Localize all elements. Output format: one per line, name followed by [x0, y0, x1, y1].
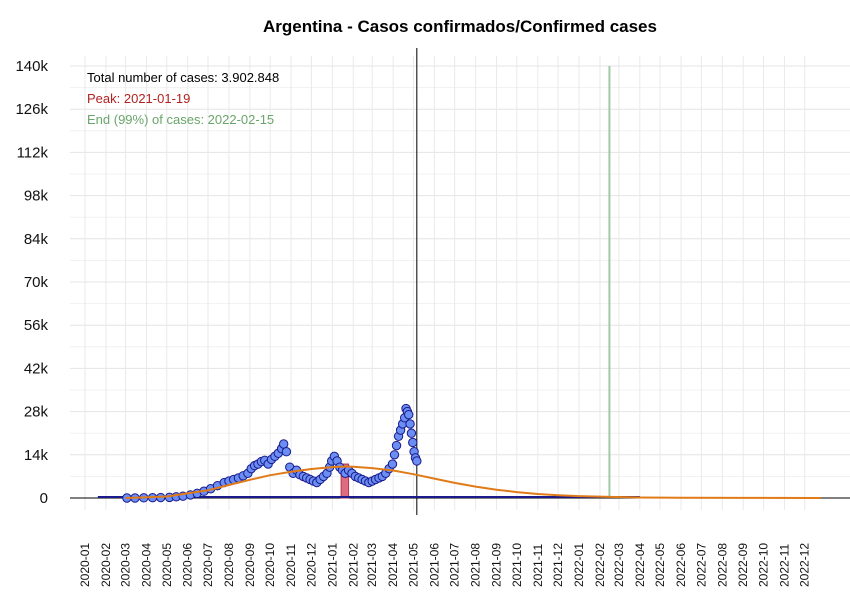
x-tick-label: 2021-08: [469, 543, 483, 587]
x-tick-label: 2022-09: [736, 543, 750, 587]
x-tick-label: 2022-12: [798, 543, 812, 587]
data-point: [404, 409, 414, 420]
annotations: Total number of cases: 3.902.848 Peak: 2…: [87, 70, 279, 127]
x-tick-label: 2020-11: [284, 544, 298, 587]
y-axis-ticks: 0 14k 28k 42k 56k 70k 84k 98k 112k 126k 140k: [15, 58, 48, 507]
y-tick-label: 42k: [24, 360, 49, 377]
x-tick-label: 2022-07: [694, 543, 708, 587]
x-tick-label: 2022-04: [633, 543, 647, 587]
x-tick-label: 2022-06: [674, 543, 688, 587]
data-point: [405, 419, 415, 429]
x-tick-label: 2022-01: [572, 543, 586, 587]
y-tick-label: 70k: [24, 274, 49, 291]
x-axis-ticks: 2020-01 2020-02 2020-03 2020-04 2020-05 2020-…: [78, 543, 812, 587]
data-point: [389, 450, 400, 460]
x-tick-label: 2022-02: [593, 543, 607, 587]
x-tick-label: 2021-11: [531, 544, 545, 587]
data-point: [408, 437, 418, 448]
x-tick-label: 2020-06: [181, 543, 195, 587]
x-tick-label: 2021-12: [551, 543, 565, 587]
data-point: [412, 456, 422, 466]
x-tick-label: 2020-12: [304, 543, 318, 587]
annotation-peak: Peak: 2021-01-19: [87, 91, 190, 106]
y-tick-label: 98k: [24, 188, 49, 205]
x-tick-label: 2020-01: [78, 543, 92, 587]
chart-title: Argentina - Casos confirmados/Confirmed …: [263, 17, 657, 36]
x-tick-label: 2022-03: [612, 543, 626, 587]
x-tick-label: 2022-08: [715, 543, 729, 587]
x-tick-label: 2020-03: [119, 543, 133, 587]
x-tick-label: 2022-05: [653, 543, 667, 587]
x-tick-label: 2020-09: [243, 543, 257, 587]
x-tick-label: 2021-01: [325, 543, 339, 587]
data-marks: [97, 403, 821, 503]
x-tick-label: 2020-04: [139, 543, 153, 587]
x-tick-label: 2021-05: [406, 543, 420, 587]
x-tick-label: 2021-10: [510, 543, 524, 587]
annotation-end: End (99%) of cases: 2022-02-15: [87, 112, 274, 127]
x-tick-label: 2021-04: [386, 543, 400, 587]
y-tick-label: 0: [40, 490, 48, 507]
x-tick-label: 2021-09: [490, 543, 504, 587]
x-tick-label: 2020-07: [201, 543, 215, 587]
x-tick-label: 2021-07: [448, 543, 462, 587]
x-tick-label: 2022-11: [777, 544, 791, 587]
y-tick-label: 56k: [24, 317, 49, 334]
data-point: [406, 428, 417, 438]
data-point: [387, 459, 398, 469]
x-tick-label: 2020-05: [160, 543, 174, 587]
x-tick-label: 2021-03: [365, 543, 379, 587]
x-tick-label: 2022-10: [757, 543, 771, 587]
y-tick-label: 28k: [24, 404, 49, 421]
x-tick-label: 2020-08: [222, 543, 236, 587]
data-point: [391, 440, 402, 451]
x-tick-label: 2020-02: [99, 543, 113, 587]
fit-curve: [125, 465, 821, 499]
data-point: [281, 447, 292, 457]
y-tick-label: 140k: [15, 58, 48, 75]
y-tick-label: 14k: [24, 447, 49, 464]
y-tick-label: 126k: [15, 101, 48, 118]
x-tick-label: 2020-10: [263, 543, 277, 587]
x-tick-label: 2021-06: [427, 543, 441, 587]
y-tick-label: 84k: [24, 231, 49, 248]
data-point: [278, 439, 289, 449]
y-tick-label: 112k: [17, 144, 49, 161]
x-tick-label: 2021-02: [346, 543, 360, 587]
annotation-total: Total number of cases: 3.902.848: [87, 70, 279, 85]
